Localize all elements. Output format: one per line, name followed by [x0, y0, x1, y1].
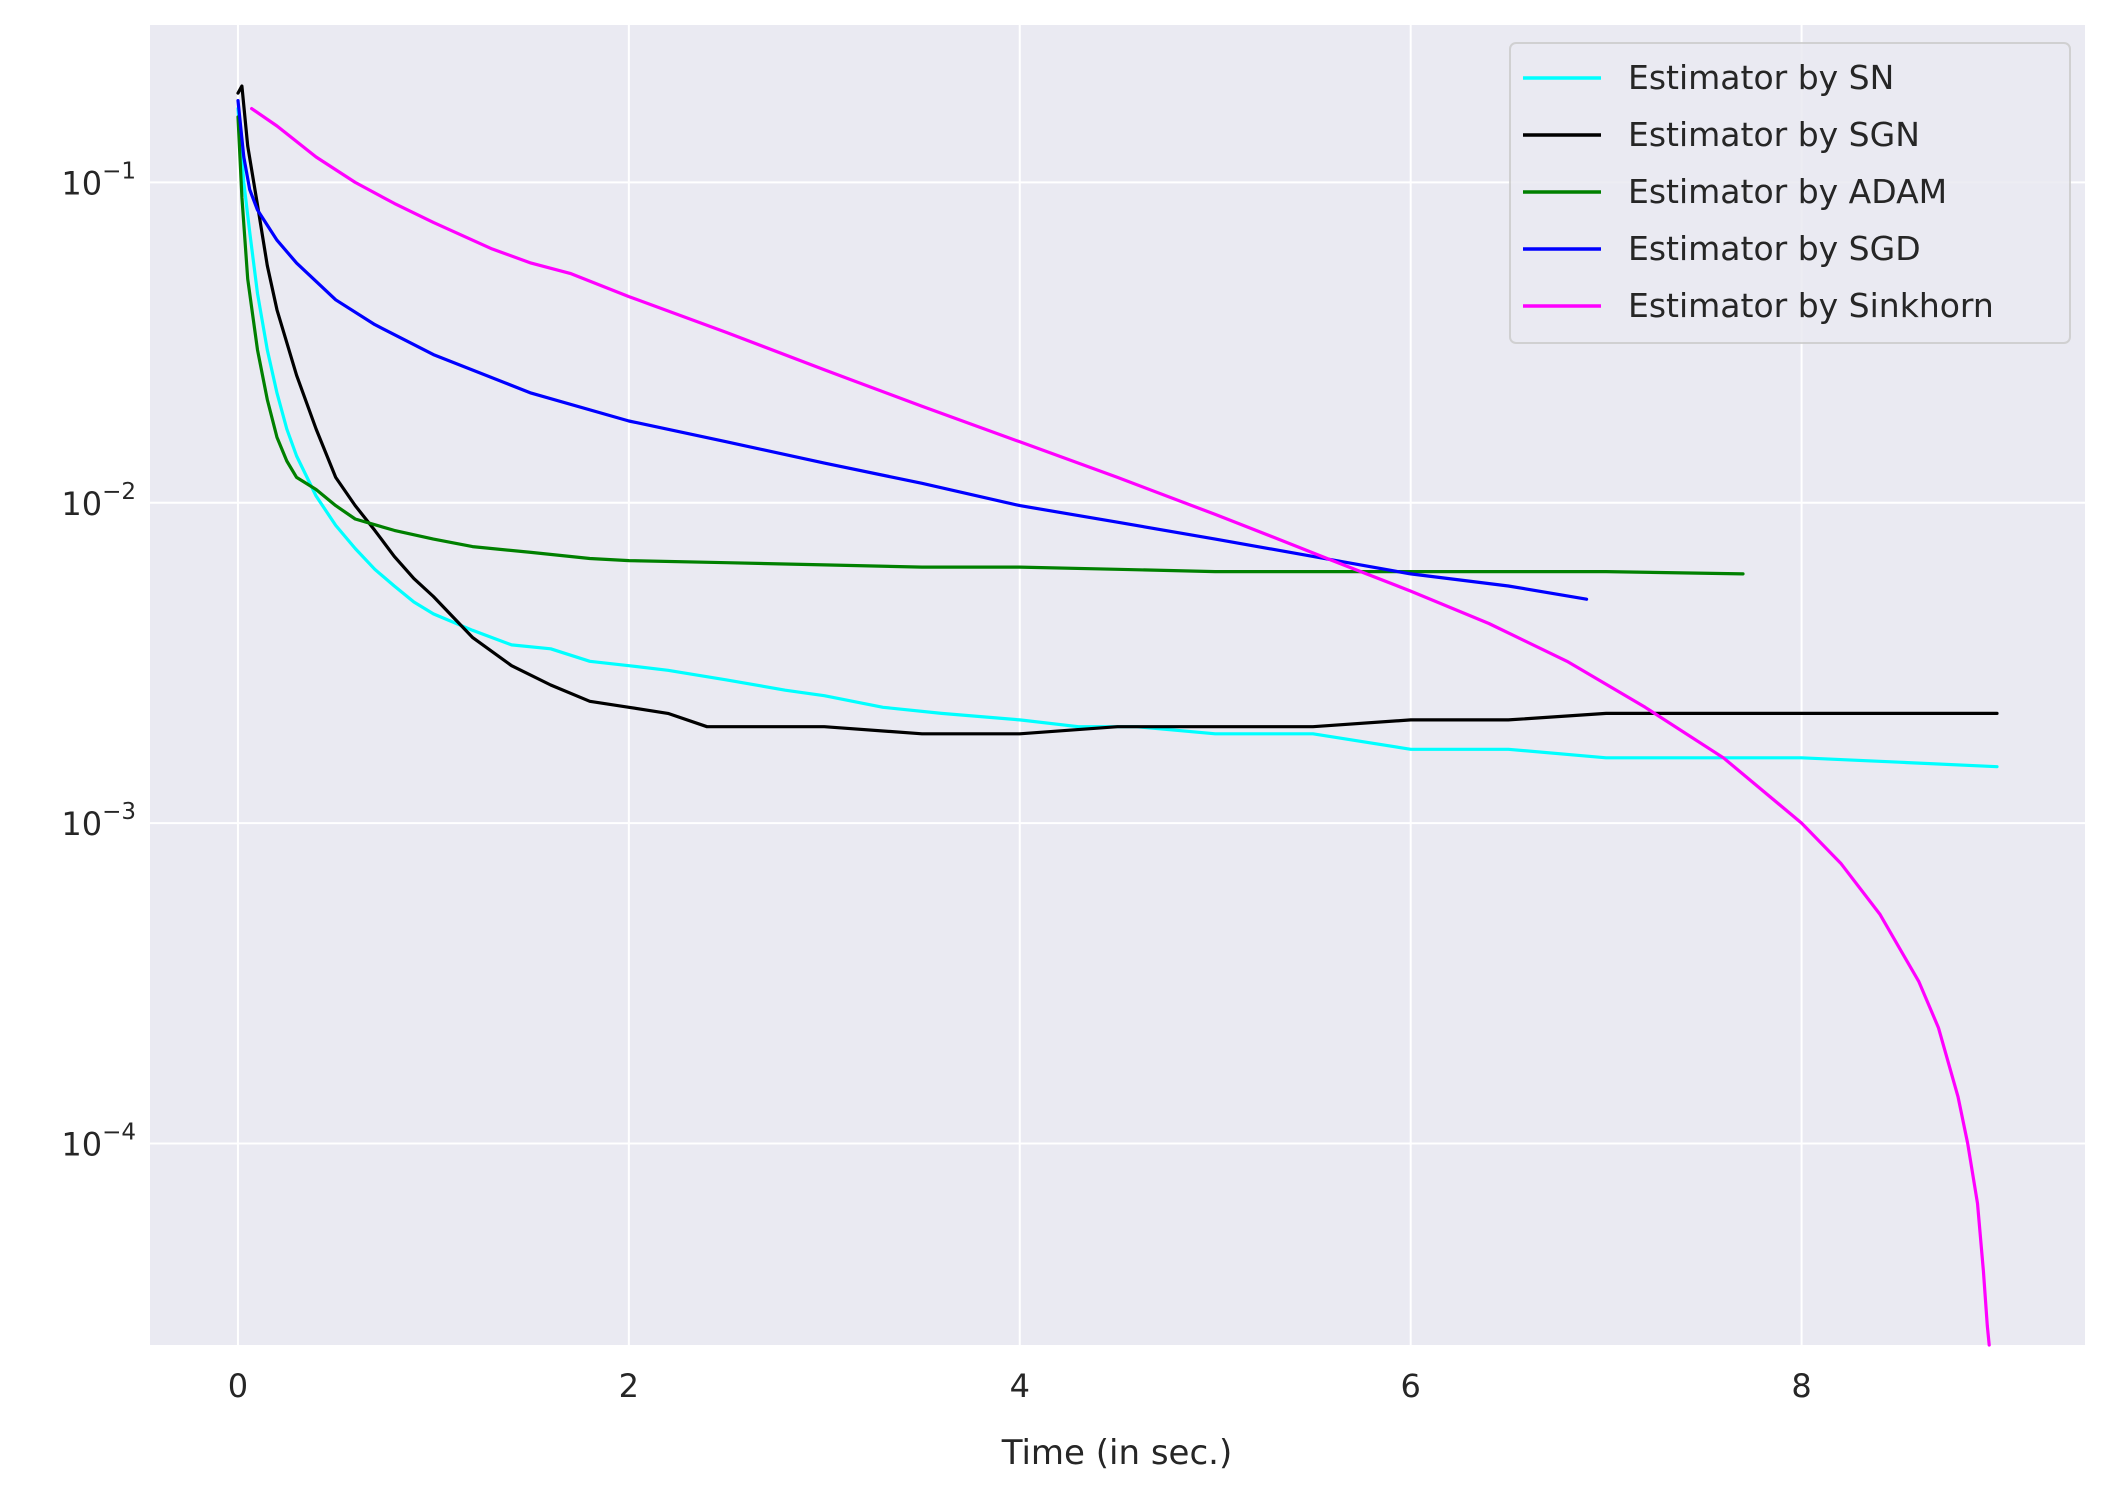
legend: Estimator by SN Estimator by SGN Estimator… — [1509, 42, 2071, 344]
legend-label: Estimator by SGN — [1628, 115, 1920, 154]
y-tick-label: 10−2 — [61, 479, 136, 523]
y-tick-exponent: −2 — [102, 479, 136, 505]
legend-box — [1509, 42, 2071, 344]
x-tick-label: 6 — [1401, 1367, 1421, 1405]
x-axis-label: Time (in sec.) — [1001, 1433, 1232, 1473]
series-line-2 — [236, 84, 1999, 736]
x-axis-ticks: 0 2 4 6 8 — [228, 1367, 1812, 1405]
y-tick-exponent: −4 — [102, 1120, 136, 1146]
series-line-3 — [236, 115, 1745, 576]
y-tick-exponent: −1 — [102, 158, 136, 184]
series-line-5 — [250, 106, 1991, 1347]
legend-label: Estimator by SN — [1628, 58, 1894, 97]
y-tick-base: 10 — [61, 805, 102, 843]
y-tick-label: 10−4 — [61, 1120, 136, 1164]
x-tick-label: 8 — [1791, 1367, 1811, 1405]
legend-label: Estimator by Sinkhorn — [1628, 286, 1994, 325]
x-tick-label: 4 — [1010, 1367, 1030, 1405]
series-line-1 — [236, 106, 1999, 769]
y-axis-ticks: 10−110−210−310−4 — [61, 158, 136, 1163]
y-tick-label: 10−1 — [61, 158, 136, 202]
y-tick-exponent: −3 — [102, 799, 136, 825]
x-tick-label: 0 — [228, 1367, 248, 1405]
series-group — [236, 84, 1999, 1347]
y-tick-base: 10 — [61, 485, 102, 523]
x-tick-label: 2 — [619, 1367, 639, 1405]
y-tick-base: 10 — [61, 1126, 102, 1164]
y-tick-label: 10−3 — [61, 799, 136, 843]
legend-label: Estimator by SGD — [1628, 229, 1921, 268]
legend-label: Estimator by ADAM — [1628, 172, 1947, 211]
series-line-4 — [236, 98, 1589, 601]
y-tick-base: 10 — [61, 164, 102, 202]
